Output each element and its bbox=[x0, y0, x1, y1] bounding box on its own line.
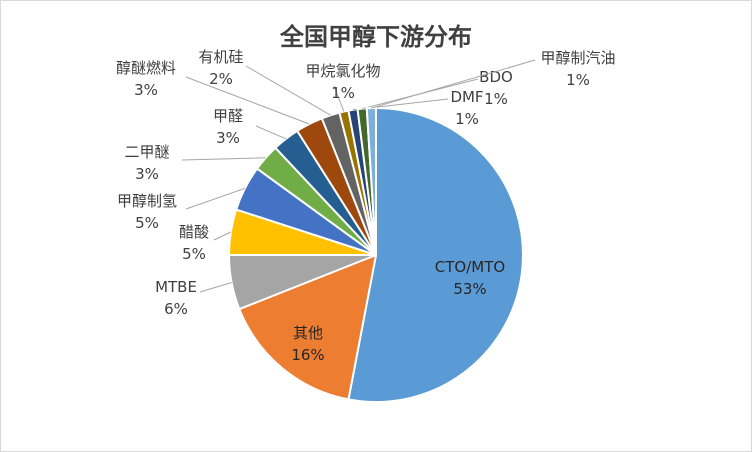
pie-slice bbox=[365, 106, 377, 256]
leader-line bbox=[181, 157, 266, 161]
slice-label: 其他 bbox=[293, 324, 323, 342]
leader-line bbox=[213, 231, 232, 241]
slice-label: DMF bbox=[450, 88, 483, 106]
slice-value-label: 2% bbox=[209, 70, 233, 88]
slice-value-label: 1% bbox=[455, 110, 479, 128]
slice-label: 甲烷氯化物 bbox=[305, 62, 380, 80]
slice-value-label: 1% bbox=[331, 84, 355, 102]
slice-value-label: 3% bbox=[135, 165, 159, 183]
slice-label: 甲醇制汽油 bbox=[540, 49, 615, 67]
chart-title: 全国甲醇下游分布 bbox=[280, 23, 472, 51]
pie-slice bbox=[347, 106, 524, 403]
leader-line bbox=[185, 187, 246, 210]
pie-slice bbox=[238, 253, 378, 401]
slice-value-label: 5% bbox=[135, 214, 159, 232]
leader-line bbox=[371, 59, 536, 109]
slice-label: 醇醚燃料 bbox=[116, 59, 176, 77]
slice-value-label: 5% bbox=[182, 245, 206, 263]
slice-value-label: 3% bbox=[216, 129, 240, 147]
leader-line bbox=[245, 65, 331, 116]
slice-label: BDO bbox=[479, 68, 513, 86]
slice-value-label: 6% bbox=[164, 300, 188, 318]
slice-label: 甲醇制氢 bbox=[117, 192, 177, 210]
slice-label: 二甲醚 bbox=[124, 143, 169, 161]
slice-label: 甲醛 bbox=[213, 107, 243, 125]
leader-line bbox=[333, 85, 345, 112]
slice-value-label: 1% bbox=[566, 71, 590, 89]
slice-label: 有机硅 bbox=[198, 48, 243, 66]
slice-label: 醋酸 bbox=[179, 223, 209, 241]
slice-value-label: 1% bbox=[484, 90, 508, 108]
leader-line bbox=[199, 282, 232, 293]
leader-line bbox=[255, 125, 287, 140]
slice-value-label: 3% bbox=[134, 81, 158, 99]
leader-line bbox=[185, 76, 310, 125]
slice-value-label: 53% bbox=[453, 280, 486, 298]
slice-value-label: 16% bbox=[291, 346, 324, 364]
slice-label: MTBE bbox=[155, 278, 197, 296]
slice-label: CTO/MTO bbox=[435, 258, 505, 276]
